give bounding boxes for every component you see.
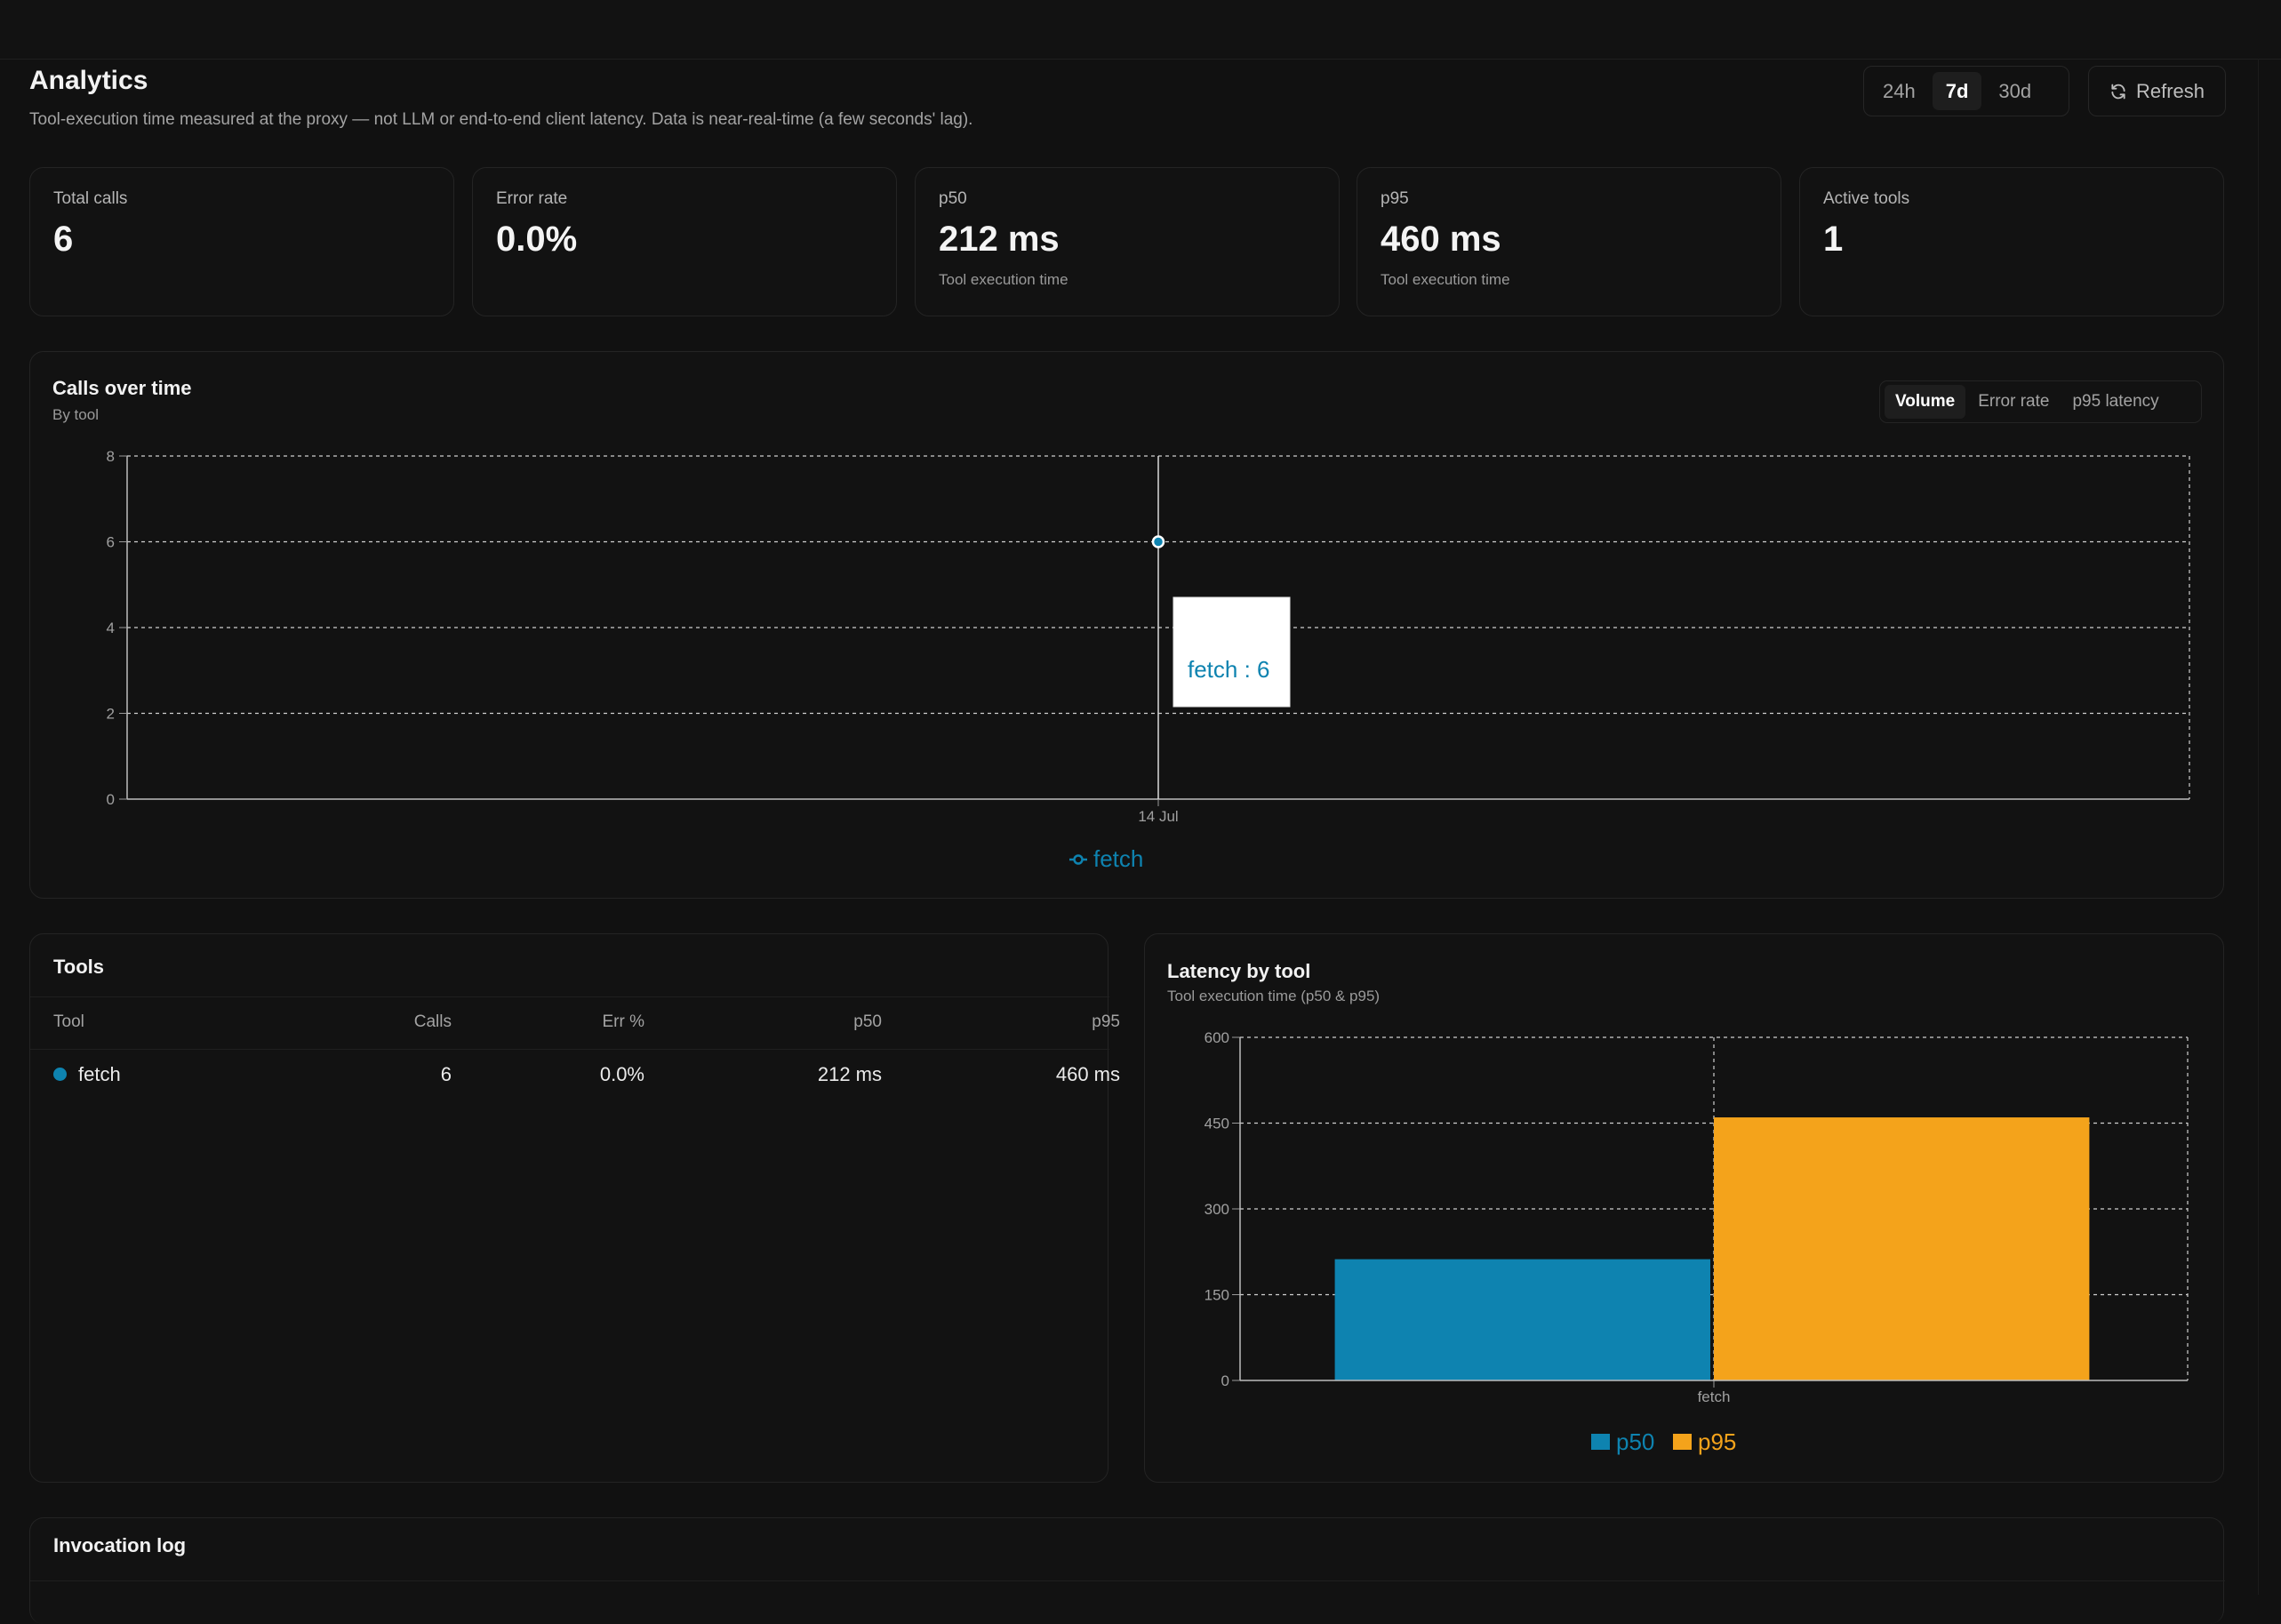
page-title: Analytics — [29, 66, 148, 95]
stat-value: 212 ms — [939, 220, 1060, 259]
tool-p95: 460 ms — [1055, 1063, 1120, 1085]
scroll-edge — [2258, 59, 2259, 1595]
tool-color-dot — [53, 1068, 67, 1081]
stat-sublabel: Tool execution time — [939, 271, 1068, 288]
tool-err: 0.0% — [599, 1063, 644, 1085]
stat-card-error-rate: Error rate 0.0% — [472, 167, 897, 316]
stat-card-active-tools: Active tools 1 — [1799, 167, 2224, 316]
latency-card — [1144, 933, 2224, 1483]
range-7d-option[interactable]: 7d — [1932, 72, 1982, 110]
stat-label: Error rate — [496, 189, 568, 208]
metric-error-rate-option[interactable]: Error rate — [1978, 392, 2050, 411]
latency-chart-subtitle: Tool execution time (p50 & p95) — [1167, 988, 1381, 1004]
stat-card-p95: p95 460 ms Tool execution time — [1357, 167, 1781, 316]
tool-p50: 212 ms — [817, 1063, 882, 1085]
stat-value: 0.0% — [496, 220, 578, 259]
tool-calls: 6 — [440, 1063, 452, 1085]
divider — [30, 1580, 2225, 1581]
stat-label: Active tools — [1823, 189, 1910, 208]
metric-p95-latency-option[interactable]: p95 latency — [2072, 392, 2159, 411]
col-header-calls[interactable]: Calls — [413, 1012, 452, 1031]
invocation-log-title: Invocation log — [53, 1534, 187, 1556]
latency-chart-title: Latency by tool — [1167, 960, 1311, 982]
table-row[interactable]: fetch 6 0.0% 212 ms 460 ms — [30, 1050, 1120, 1101]
col-header-p95[interactable]: p95 — [1092, 1012, 1120, 1031]
tools-card: Tools Tool Calls Err % p50 p95 fetch 6 0… — [29, 933, 1120, 1483]
tool-name: fetch — [78, 1063, 121, 1085]
stat-card-total-calls: Total calls 6 — [29, 167, 454, 316]
stat-label: p50 — [939, 189, 967, 208]
stat-label: Total calls — [53, 189, 128, 208]
range-30d-option[interactable]: 30d — [1998, 79, 2032, 102]
stat-label: p95 — [1381, 189, 1409, 208]
col-header-p50[interactable]: p50 — [853, 1012, 882, 1031]
calls-chart-subtitle: By tool — [52, 406, 99, 423]
col-header-tool[interactable]: Tool — [53, 1012, 84, 1031]
stat-card-p50: p50 212 ms Tool execution time — [915, 167, 1340, 316]
stat-value: 1 — [1823, 220, 1844, 259]
page-subtitle: Tool-execution time measured at the prox… — [29, 110, 973, 129]
invocation-log-card: Invocation log — [29, 1517, 2225, 1624]
range-24h-option[interactable]: 24h — [1883, 79, 1916, 102]
refresh-button[interactable]: Refresh — [2088, 66, 2226, 116]
tools-table-header: Tool Calls Err % p50 p95 — [30, 996, 1120, 1050]
col-header-err[interactable]: Err % — [602, 1012, 645, 1031]
metric-volume-option[interactable]: Volume — [1885, 385, 1966, 419]
refresh-label: Refresh — [2135, 79, 2205, 102]
stat-value: 6 — [53, 220, 74, 259]
calls-over-time-card — [29, 351, 2224, 899]
stat-value: 460 ms — [1381, 220, 1501, 259]
time-range-selector: 24h 7d 30d — [1863, 66, 2069, 116]
stat-sublabel: Tool execution time — [1381, 271, 1510, 288]
calls-chart-title: Calls over time — [52, 377, 192, 399]
tools-title: Tools — [53, 956, 105, 978]
refresh-icon — [2111, 84, 2125, 99]
top-bar — [0, 0, 2281, 60]
metric-selector: Volume Error rate p95 latency — [1879, 380, 2202, 423]
